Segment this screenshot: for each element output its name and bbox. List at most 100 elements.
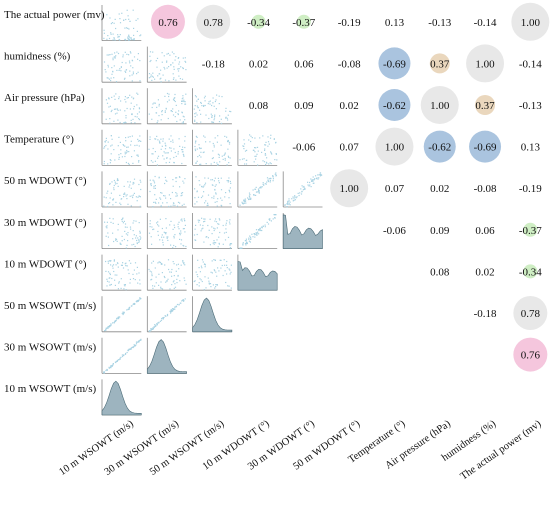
scatter-point bbox=[242, 244, 244, 246]
scatter-point bbox=[130, 262, 132, 264]
scatter-point bbox=[105, 71, 107, 73]
scatter-point bbox=[230, 182, 232, 184]
scatter-point bbox=[182, 67, 184, 69]
scatter-point bbox=[108, 260, 111, 262]
scatter-point bbox=[149, 60, 151, 63]
scatter-point bbox=[260, 229, 262, 232]
scatter-point bbox=[181, 149, 183, 151]
scatter-point bbox=[199, 224, 201, 226]
scatter-point bbox=[113, 56, 115, 58]
scatter-point bbox=[131, 113, 133, 115]
scatter-point bbox=[109, 159, 111, 161]
scatter-point bbox=[261, 186, 263, 188]
scatter-point bbox=[127, 232, 129, 234]
scatter-point bbox=[182, 122, 184, 124]
scatter-point bbox=[227, 119, 229, 121]
scatter-point bbox=[116, 51, 118, 53]
scatter-point bbox=[117, 229, 119, 231]
scatter-point bbox=[131, 135, 133, 137]
scatter-point bbox=[164, 264, 166, 266]
scatter-point bbox=[132, 230, 134, 232]
scatter-point bbox=[226, 220, 228, 222]
scatter-point bbox=[131, 113, 133, 116]
scatter-point bbox=[107, 260, 109, 262]
scatter-point bbox=[170, 150, 172, 152]
scatter-point bbox=[149, 223, 151, 225]
scatter-plot bbox=[103, 135, 142, 165]
scatter-point bbox=[154, 201, 156, 203]
correlation-bubble bbox=[150, 4, 185, 39]
scatter-point bbox=[126, 97, 128, 99]
scatter-point bbox=[154, 160, 156, 162]
scatter-plot bbox=[149, 175, 186, 208]
scatter-point bbox=[154, 175, 156, 178]
scatter-plot bbox=[148, 51, 187, 83]
scatter-point bbox=[223, 232, 226, 234]
scatter-point bbox=[132, 303, 134, 305]
scatter-point bbox=[165, 179, 167, 181]
scatter-point bbox=[160, 138, 162, 140]
scatter-point bbox=[199, 184, 201, 186]
correlation-value: -0.18 bbox=[474, 308, 497, 320]
scatter-point bbox=[173, 77, 175, 79]
scatter-point bbox=[129, 278, 131, 280]
scatter-point bbox=[175, 192, 177, 194]
scatter-point bbox=[311, 179, 313, 181]
scatter-point bbox=[248, 198, 250, 201]
scatter-point bbox=[132, 278, 135, 280]
correlation-value: -0.34 bbox=[247, 17, 270, 29]
scatter-point bbox=[265, 183, 267, 185]
correlation-bubble bbox=[420, 86, 459, 124]
scatter-point bbox=[157, 224, 159, 226]
scatter-point bbox=[195, 140, 197, 142]
scatter-point bbox=[178, 63, 180, 65]
scatter-point bbox=[152, 161, 154, 163]
scatter-point bbox=[112, 33, 114, 35]
scatter-point bbox=[258, 190, 260, 192]
scatter-point bbox=[177, 57, 179, 59]
scatter-point bbox=[182, 97, 184, 99]
scatter-point bbox=[176, 278, 178, 280]
scatter-point bbox=[130, 65, 132, 67]
scatter-point bbox=[248, 139, 250, 141]
scatter-point bbox=[129, 51, 131, 53]
scatter-point bbox=[213, 180, 215, 182]
scatter-point bbox=[250, 135, 252, 137]
scatter-point bbox=[274, 214, 276, 216]
scatter-point bbox=[210, 286, 212, 288]
scatter-point bbox=[117, 316, 119, 318]
scatter-point bbox=[269, 219, 271, 221]
scatter-point bbox=[161, 192, 163, 194]
scatter-point bbox=[212, 97, 214, 99]
scatter-point bbox=[225, 231, 227, 233]
scatter-point bbox=[288, 203, 290, 205]
scatter-point bbox=[132, 9, 134, 11]
scatter-point bbox=[183, 228, 185, 230]
scatter-point bbox=[140, 338, 142, 340]
scatter-point bbox=[123, 312, 125, 314]
scatter-point bbox=[264, 149, 266, 151]
scatter-point bbox=[195, 112, 197, 114]
scatter-point bbox=[227, 140, 229, 142]
scatter-point bbox=[126, 351, 128, 354]
scatter-point bbox=[244, 198, 246, 200]
scatter-point bbox=[133, 150, 135, 152]
scatter-point bbox=[115, 320, 117, 322]
scatter-point bbox=[152, 153, 154, 155]
scatter-point bbox=[179, 234, 181, 236]
scatter-point bbox=[130, 119, 132, 121]
scatter-point bbox=[198, 154, 201, 156]
scatter-point bbox=[257, 150, 259, 152]
scatter-point bbox=[178, 138, 180, 140]
scatter-point bbox=[103, 196, 105, 198]
scatter-point bbox=[176, 193, 178, 195]
scatter-point bbox=[137, 93, 139, 95]
scatter-point bbox=[181, 98, 183, 100]
scatter-point bbox=[209, 141, 211, 143]
scatter-point bbox=[127, 203, 129, 205]
scatter-point bbox=[109, 202, 111, 204]
scatter-point bbox=[292, 200, 294, 202]
scatter-point bbox=[114, 18, 116, 20]
scatter-point bbox=[133, 344, 135, 346]
scatter-point bbox=[138, 119, 141, 121]
